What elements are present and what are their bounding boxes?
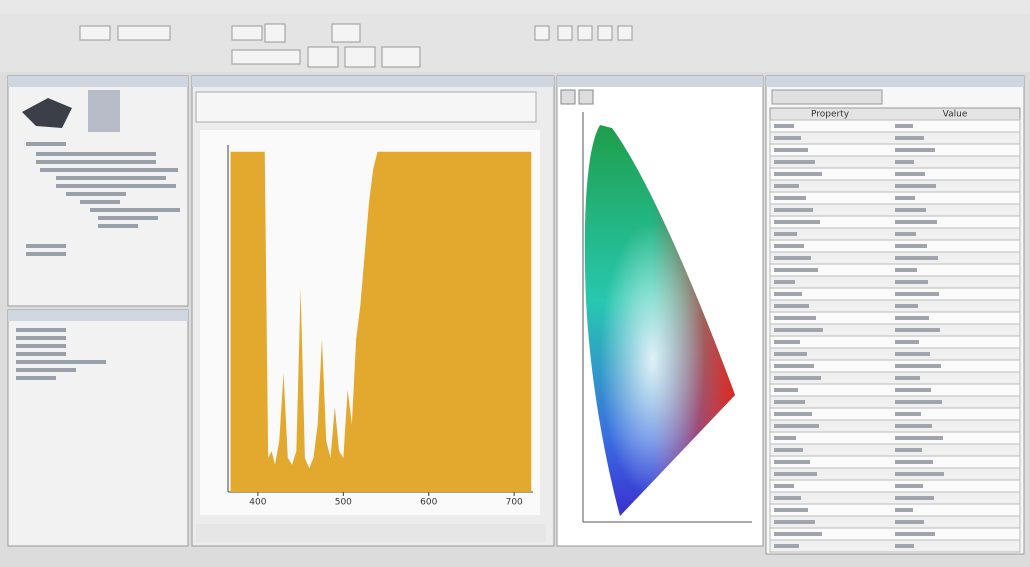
cell-text [774,160,815,164]
cell-text [895,328,940,332]
cell-text [774,436,796,440]
cell-text [774,376,821,380]
cell-text [895,232,916,236]
column-header: Value [943,110,968,120]
cell-text [895,376,920,380]
cell-text [895,448,922,452]
cell-text [774,172,822,176]
cell-text [774,268,818,272]
cell-text [895,412,921,416]
cell-text [895,292,939,296]
cell-text [774,304,809,308]
cell-text [895,496,934,500]
x-tick-label: 700 [506,498,523,508]
cell-text [774,400,805,404]
cell-text [895,220,937,224]
cell-text [774,208,813,212]
cell-text [895,520,924,524]
cell-text [774,412,812,416]
cell-text [895,544,914,548]
cell-text [895,352,930,356]
cell-text [774,340,800,344]
toolbar [0,14,1030,72]
panel-header [8,310,188,321]
cell-text [774,496,801,500]
cie-button[interactable] [561,90,575,104]
screen: 400 500 600 700 Property Value [0,0,1030,563]
title-bar [0,0,1030,14]
cell-text [895,472,944,476]
cell-text [895,124,913,128]
panel-header [8,76,188,87]
cell-text [895,208,926,212]
cell-text [774,364,814,368]
properties-rows [770,120,1020,552]
cell-text [774,196,806,200]
cell-text [895,460,933,464]
cell-text [895,436,943,440]
cell-text [774,508,808,512]
cell-text [774,136,801,140]
cie-button[interactable] [579,90,593,104]
cell-text [895,340,919,344]
cell-text [774,244,804,248]
cell-text [774,388,798,392]
cell-text [774,520,815,524]
cell-text [895,484,923,488]
cell-text [774,472,817,476]
cell-text [774,460,810,464]
cell-text [895,184,936,188]
cell-text [774,220,820,224]
cell-text [895,508,913,512]
cell-text [774,280,795,284]
cell-text [895,400,942,404]
cell-text [774,328,823,332]
cell-text [895,268,917,272]
cell-text [774,484,794,488]
cell-text [895,244,927,248]
tab-bar [192,76,554,87]
panel-header [766,76,1024,87]
cell-text [774,232,797,236]
cell-text [774,148,808,152]
cell-text [895,280,928,284]
page: {"spectrum": {"type": "area", "color": "… [0,0,1030,563]
chart-toolbar [196,92,536,122]
cell-text [895,364,941,368]
cell-text [774,316,816,320]
cell-text [895,256,938,260]
chart-controls [196,524,546,542]
cell-text [774,352,807,356]
panel-header [557,76,763,87]
cell-text [774,544,799,548]
cell-text [774,424,819,428]
cell-text [895,304,918,308]
cell-text [774,184,799,188]
cell-text [895,532,935,536]
device-thumbnail [88,90,120,132]
cell-text [895,196,915,200]
cell-text [895,172,925,176]
x-tick-label: 400 [249,498,266,508]
cell-text [895,160,914,164]
cell-text [895,424,932,428]
x-tick-label: 500 [335,498,352,508]
cell-text [774,124,794,128]
column-header: Property [811,110,850,120]
cell-text [895,316,929,320]
table-header [770,108,1020,120]
cell-text [895,388,931,392]
cell-text [774,292,802,296]
cell-text [774,448,803,452]
x-tick-label: 600 [420,498,437,508]
cell-text [895,148,935,152]
cell-text [895,136,924,140]
cell-text [774,532,822,536]
cell-text [774,256,811,260]
properties-toolbar [772,90,882,104]
